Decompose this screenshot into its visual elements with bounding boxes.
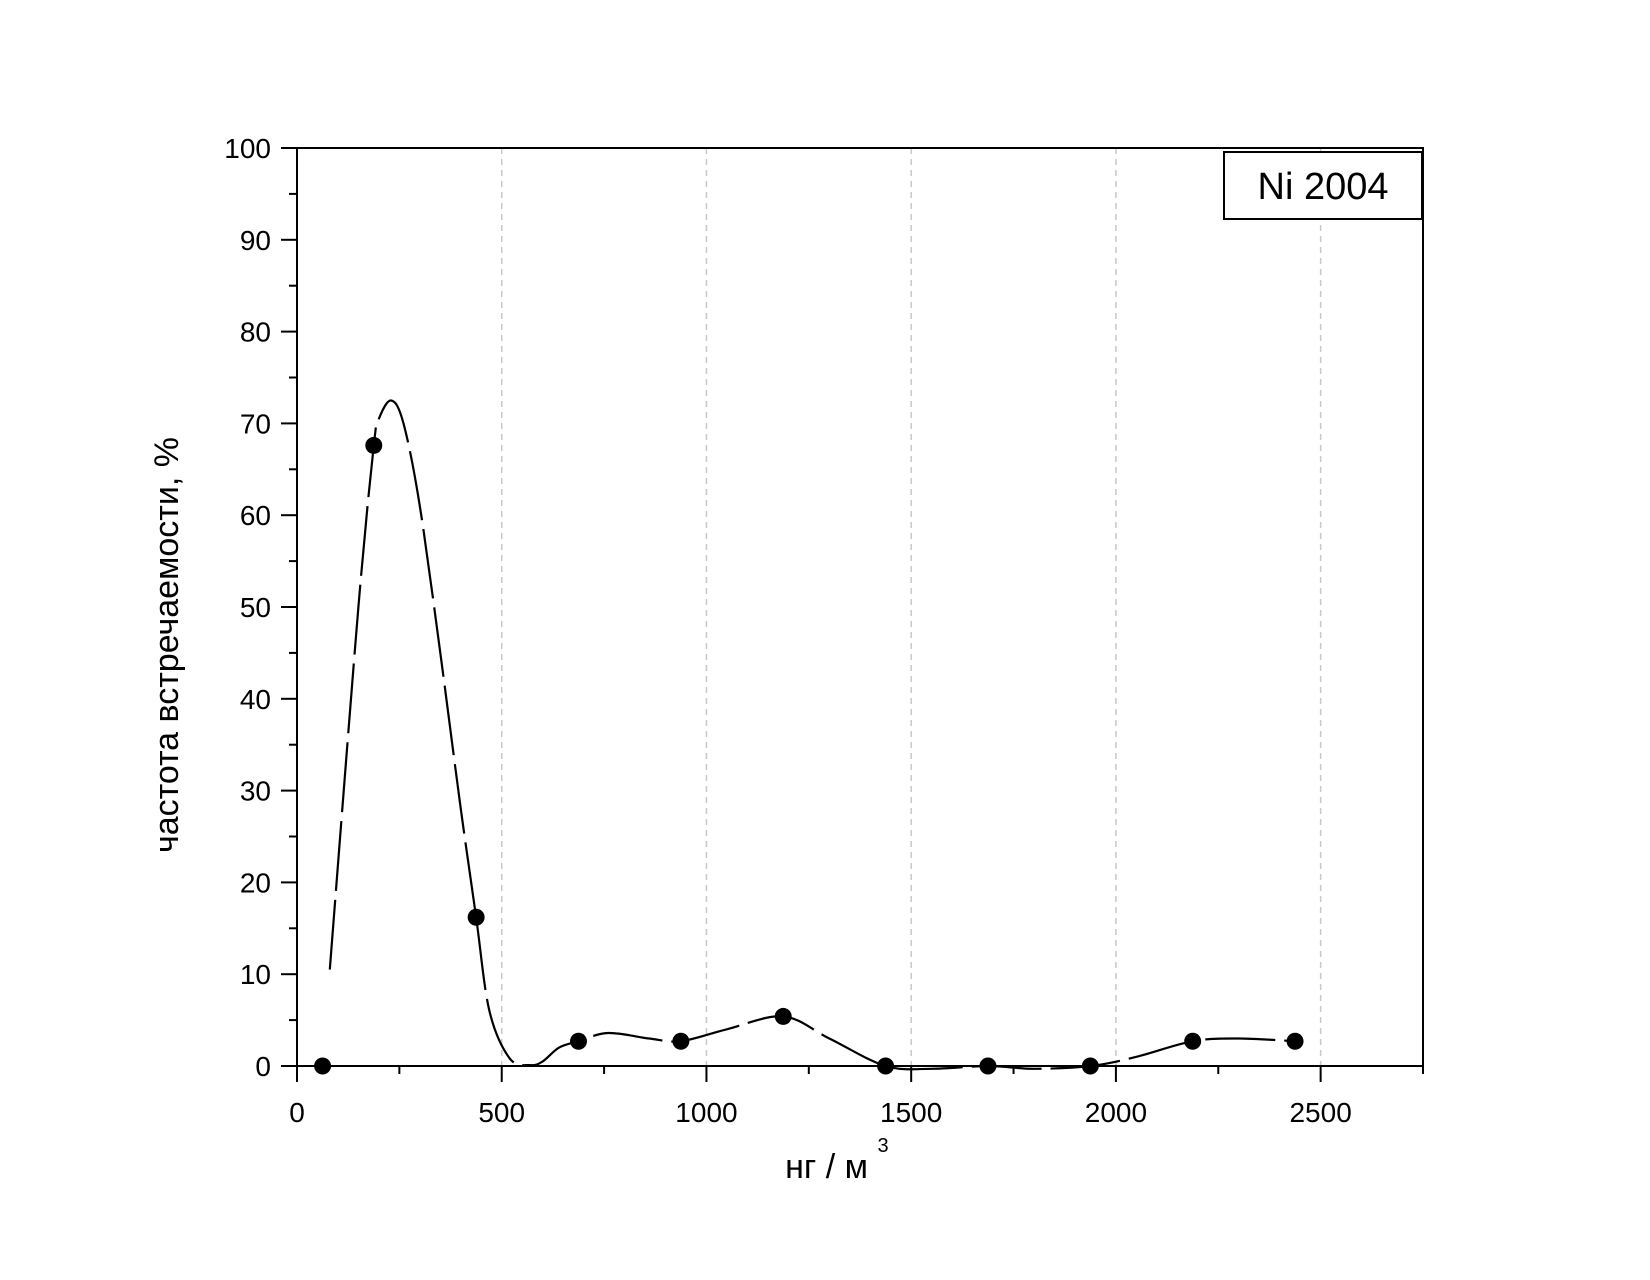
- x-tick-label: 1000: [675, 1097, 737, 1128]
- data-point: [1184, 1032, 1202, 1050]
- y-tick-label: 0: [255, 1051, 271, 1082]
- y-tick-label: 70: [240, 408, 271, 439]
- fit-curve-path: [328, 399, 1296, 1071]
- y-tick-label: 100: [224, 133, 271, 164]
- data-point: [672, 1032, 690, 1050]
- x-tick-label: 0: [289, 1097, 305, 1128]
- x-tick-label: 500: [478, 1097, 525, 1128]
- data-point: [365, 436, 383, 454]
- x-tick-label: 2500: [1289, 1097, 1351, 1128]
- data-point: [774, 1007, 792, 1025]
- legend-label: Ni 2004: [1258, 166, 1389, 208]
- y-tick-label: 40: [240, 684, 271, 715]
- fit-curve: [328, 399, 1296, 1071]
- y-tick-label: 20: [240, 867, 271, 898]
- y-tick-label: 60: [240, 500, 271, 531]
- legend-box: [1223, 151, 1423, 220]
- x-tick-label: 1500: [880, 1097, 942, 1128]
- y-axis-title: частота встречаемости, %: [148, 437, 186, 853]
- data-point: [570, 1032, 587, 1050]
- x-tick-label: 2000: [1085, 1097, 1147, 1128]
- y-tick-label: 90: [240, 225, 271, 256]
- y-tick-label: 30: [240, 776, 271, 807]
- x-axis-title-superscript: 3: [877, 1135, 888, 1157]
- y-tick-label: 80: [240, 317, 271, 348]
- x-axis-title: нг / м: [785, 1148, 868, 1186]
- plot-frame: [296, 147, 1424, 1067]
- data-point: [467, 908, 485, 926]
- grid: [500, 148, 1322, 1066]
- data-points: [314, 436, 1304, 1075]
- data-point: [1286, 1032, 1304, 1050]
- y-tick-label: 50: [240, 592, 271, 623]
- y-tick-label: 10: [240, 959, 271, 990]
- legend: Ni 2004: [1223, 151, 1423, 220]
